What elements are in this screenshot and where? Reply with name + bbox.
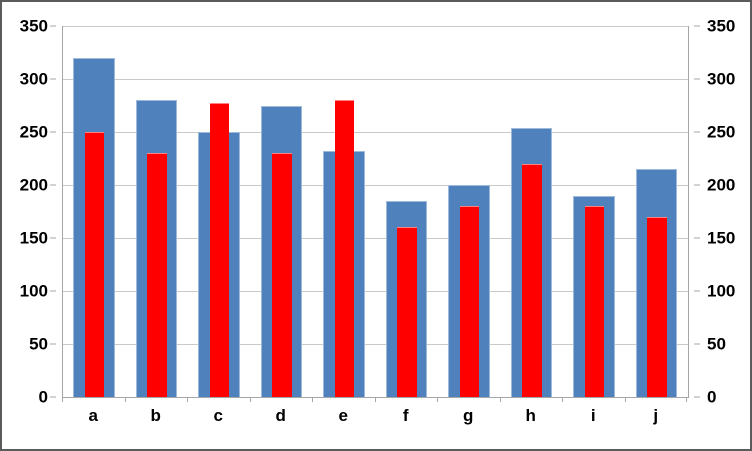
- plot-area: [62, 26, 689, 398]
- x-axis-tick-3: [249, 397, 251, 402]
- x-axis-tick-5: [374, 397, 376, 402]
- y-axis-tick-left-150: [50, 237, 56, 239]
- bar-group-g: [438, 26, 501, 397]
- bar-group-i: [563, 26, 626, 397]
- red-series-bar-j: [647, 216, 667, 397]
- y-axis-label-left-300: 300: [19, 69, 48, 89]
- y-axis-tick-left-250: [50, 131, 56, 133]
- y-axis-label-right-150: 150: [707, 228, 736, 248]
- y-axis-label-right-50: 50: [707, 334, 726, 354]
- x-axis-ticks: [62, 397, 687, 402]
- y-axis-label-left-100: 100: [19, 281, 48, 301]
- x-axis-tick-2: [187, 397, 188, 402]
- red-series-bar-a: [84, 132, 105, 397]
- y-axis-label-left-200: 200: [19, 175, 48, 195]
- gridline-150: [63, 238, 688, 239]
- y-axis-label-right-100: 100: [707, 281, 736, 301]
- x-axis-label-j: j: [653, 406, 659, 425]
- x-axis-label-e: e: [338, 406, 348, 425]
- gridline-200: [63, 185, 688, 187]
- bar-group-b: [126, 26, 189, 397]
- x-axis-labels: a b c d e f g h i j: [62, 402, 687, 432]
- red-series-bar-h: [522, 163, 542, 397]
- red-series-bar-g: [459, 206, 480, 397]
- y-axis-tick-right-0: [694, 396, 700, 398]
- y-axis-label-right-300: 300: [707, 69, 736, 89]
- y-axis-tick-left-0: [50, 396, 56, 398]
- y-axis-tick-right-200: [694, 184, 700, 186]
- y-axis-label-left-0: 0: [38, 387, 48, 407]
- x-axis-label-h: h: [525, 406, 536, 425]
- y-axis-tick-left-100: [50, 290, 56, 292]
- y-axis-label-right-0: 0: [707, 387, 717, 407]
- x-axis-tick-4: [312, 397, 313, 402]
- red-series-bar-i: [584, 206, 605, 397]
- bar-layer: [63, 26, 688, 397]
- gridline-250: [63, 132, 688, 133]
- gridline-300: [63, 79, 688, 80]
- y-axis-label-left-350: 350: [19, 16, 48, 36]
- y-axis-tick-left-300: [50, 78, 56, 80]
- red-series-bar-f: [397, 227, 417, 397]
- y-axis-label-right-350: 350: [707, 16, 736, 36]
- x-axis-label-g: g: [463, 406, 474, 425]
- x-axis-tick-9: [624, 397, 626, 402]
- y-axis-tick-right-100: [694, 290, 700, 292]
- y-axis-tick-right-350: [694, 25, 700, 27]
- bar-group-d: [251, 26, 314, 397]
- x-axis-label-c: c: [213, 406, 223, 425]
- gridline-100: [63, 291, 688, 293]
- y-axis-tick-right-300: [694, 78, 700, 80]
- y-axis-tick-left-50: [50, 343, 56, 345]
- bar-group-j: [626, 26, 689, 397]
- y-axis-label-left-250: 250: [19, 122, 48, 142]
- x-axis-label-a: a: [88, 406, 98, 425]
- x-axis-tick-0: [62, 397, 63, 402]
- y-axis-label-right-200: 200: [707, 175, 736, 195]
- y-axis-right: 0 50 100 150 200 250 300 350: [694, 18, 750, 406]
- bar-group-f: [376, 26, 439, 397]
- red-series-bar-e: [334, 100, 355, 397]
- x-axis-tick-1: [124, 397, 126, 402]
- x-axis-label-i: i: [590, 406, 596, 425]
- x-axis-label-d: d: [275, 406, 286, 425]
- y-axis-left: 0 50 100 150 200 250 300 350: [2, 18, 56, 406]
- x-axis-tick-7: [499, 397, 501, 402]
- bar-group-e: [313, 26, 376, 397]
- x-axis-label-f: f: [402, 406, 409, 425]
- bar-group-h: [501, 26, 564, 397]
- x-axis-tick-8: [562, 397, 563, 402]
- red-series-bar-b: [147, 153, 167, 397]
- y-axis-label-right-250: 250: [707, 122, 736, 142]
- red-series-bar-c: [209, 103, 230, 397]
- bar-group-c: [188, 26, 251, 397]
- y-axis-label-left-50: 50: [29, 334, 48, 354]
- gridline-350: [63, 26, 688, 27]
- bar-group-a: [63, 26, 126, 397]
- gridline-layer: [63, 26, 688, 397]
- y-axis-tick-right-250: [694, 131, 700, 133]
- gridline-50: [63, 344, 688, 346]
- x-axis-label-b: b: [150, 406, 161, 425]
- y-axis-label-left-150: 150: [19, 228, 48, 248]
- x-axis-tick-10: [686, 397, 687, 402]
- y-axis-tick-right-50: [694, 343, 700, 345]
- y-axis-tick-left-200: [50, 184, 56, 186]
- y-axis-tick-right-150: [694, 237, 700, 239]
- y-axis-tick-left-350: [50, 25, 56, 27]
- x-axis-tick-6: [437, 397, 438, 402]
- red-series-bar-d: [272, 153, 292, 397]
